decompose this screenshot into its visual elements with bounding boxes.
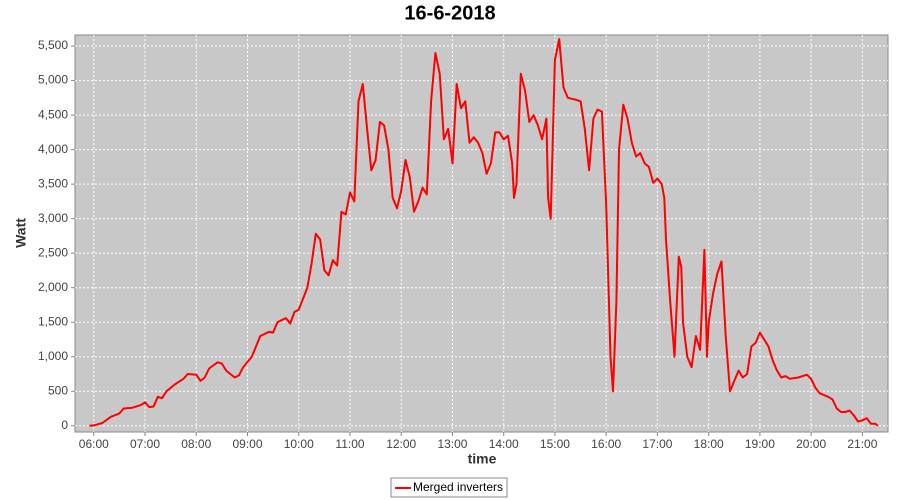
y-tick-label: 4,000 (38, 142, 68, 156)
y-tick-label: 3,000 (38, 211, 68, 225)
y-tick-label: 4,500 (38, 107, 68, 121)
x-tick-label: 13:00 (437, 437, 467, 451)
x-tick-label: 18:00 (694, 437, 724, 451)
x-tick-label: 09:00 (232, 437, 262, 451)
y-tick-label: 0 (61, 418, 68, 432)
x-tick-label: 19:00 (745, 437, 775, 451)
chart-title: 16-6-2018 (404, 2, 495, 24)
y-tick-label: 1,000 (38, 349, 68, 363)
x-tick-label: 11:00 (335, 437, 364, 451)
y-tick-label: 5,000 (38, 73, 68, 87)
legend (390, 477, 508, 498)
x-tick-label: 06:00 (79, 437, 109, 451)
x-tick-label: 21:00 (847, 437, 877, 451)
y-tick-label: 5,500 (38, 38, 68, 52)
y-tick-label: 2,000 (38, 280, 68, 294)
plot-area (74, 34, 889, 433)
x-axis-title: time (468, 451, 497, 467)
y-tick-label: 3,500 (38, 176, 68, 190)
y-tick-label: 500 (48, 383, 68, 397)
y-axis-title: Watt (13, 218, 29, 248)
data-line (89, 38, 879, 427)
y-tick-label: 2,500 (38, 245, 68, 259)
x-tick-label: 12:00 (386, 437, 416, 451)
x-tick-label: 16:00 (591, 437, 621, 451)
y-tick-label: 1,500 (38, 314, 68, 328)
x-tick-label: 14:00 (489, 437, 519, 451)
x-tick-label: 15:00 (540, 437, 570, 451)
x-tick-label: 07:00 (130, 437, 160, 451)
x-tick-label: 10:00 (284, 437, 314, 451)
x-tick-label: 17:00 (642, 437, 672, 451)
x-tick-label: 08:00 (181, 437, 211, 451)
legend-label: Merged inverters (413, 480, 503, 494)
x-tick-label: 20:00 (796, 437, 826, 451)
